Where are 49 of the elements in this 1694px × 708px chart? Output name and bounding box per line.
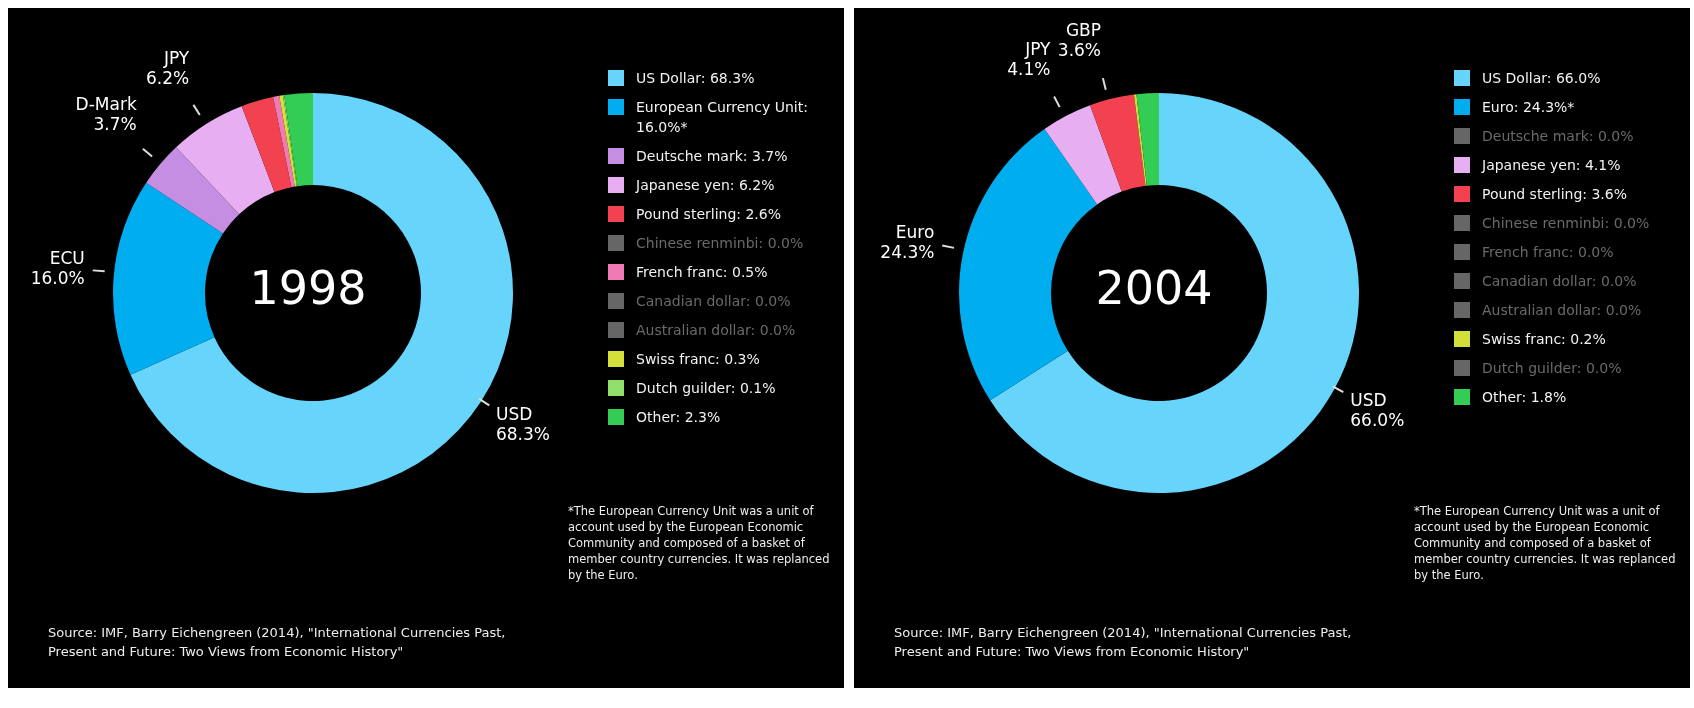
legend-label: Pound sterling: 2.6%: [636, 205, 782, 224]
legend-label: Japanese yen: 6.2%: [636, 176, 775, 195]
legend-label: Deutsche mark: 3.7%: [636, 147, 788, 166]
legend-label: US Dollar: 66.0%: [1482, 69, 1601, 88]
legend-label: Canadian dollar: 0.0%: [1482, 272, 1637, 291]
donut-slice: [1133, 94, 1147, 186]
legend-label: Japanese yen: 4.1%: [1482, 156, 1621, 175]
donut-slice: [1090, 94, 1146, 192]
text: 2004: [1094, 260, 1214, 317]
legend-label: Chinese renminbi: 0.0%: [1482, 214, 1650, 233]
legend-label: Euro: 24.3%*: [1482, 98, 1575, 117]
source-note: Source: IMF, Barry Eichengreen (2014), "International Currencies Past, Present and Future: Two Views from Economic History": [894, 624, 1353, 661]
data-label: D-Mark 3.7%: [75, 93, 137, 134]
donut-slice: [1044, 105, 1122, 205]
legend-label: Dutch guilder: 0.1%: [636, 379, 776, 398]
text: 1998: [248, 260, 368, 317]
donut-slice: [241, 97, 292, 193]
legend-label: Other: 2.3%: [636, 408, 721, 427]
legend-label: Deutsche mark: 0.0%: [1482, 127, 1634, 146]
data-label: USD 66.0%: [1350, 389, 1405, 430]
legend-label: Australian dollar: 0.0%: [1482, 301, 1642, 320]
donut-slice: [176, 106, 275, 215]
legend-label: European Currency Unit: 16.0%*: [636, 98, 809, 137]
data-label: Euro 24.3%: [880, 221, 935, 262]
donut-slice: [959, 129, 1098, 401]
legend-label: Swiss franc: 0.2%: [1482, 330, 1606, 349]
legend-label: Other: 1.8%: [1482, 388, 1567, 407]
text: *The European Currency Unit was a unit of account used by the European Economic Community and composed of a basket of member country currencies. It was replanced by the Euro.: [1414, 503, 1677, 583]
legend-label: US Dollar: 68.3%: [636, 69, 755, 88]
donut-slice: [284, 93, 313, 187]
legend-label: Australian dollar: 0.0%: [636, 321, 796, 340]
data-label: JPY 4.1%: [1007, 39, 1052, 80]
text: *The European Currency Unit was a unit of account used by the European Economic Community and composed of a basket of member country currencies. It was replanced by the Euro.: [568, 503, 831, 583]
legend-label: Dutch guilder: 0.0%: [1482, 359, 1622, 378]
data-label: USD 68.3%: [495, 403, 551, 444]
donut-slice: [1136, 93, 1159, 186]
data-label: JPY 6.2%: [145, 48, 190, 89]
legend-label: Pound sterling: 3.6%: [1482, 185, 1628, 204]
legend-label: French franc: 0.5%: [636, 263, 768, 282]
legend-label: French franc: 0.0%: [1482, 243, 1614, 262]
donut-slice: [113, 182, 223, 375]
legend-label: Swiss franc: 0.3%: [636, 350, 760, 369]
donut-slice: [146, 147, 240, 234]
source-note: Source: IMF, Barry Eichengreen (2014), "International Currencies Past, Present and Future: Two Views from Economic History": [48, 624, 507, 661]
legend-label: Chinese renminbi: 0.0%: [636, 234, 804, 253]
donut-slice: [273, 95, 295, 188]
data-label: ECU 16.0%: [30, 247, 85, 288]
legend-label: Canadian dollar: 0.0%: [636, 292, 791, 311]
data-label: GBP 3.6%: [1057, 20, 1102, 61]
